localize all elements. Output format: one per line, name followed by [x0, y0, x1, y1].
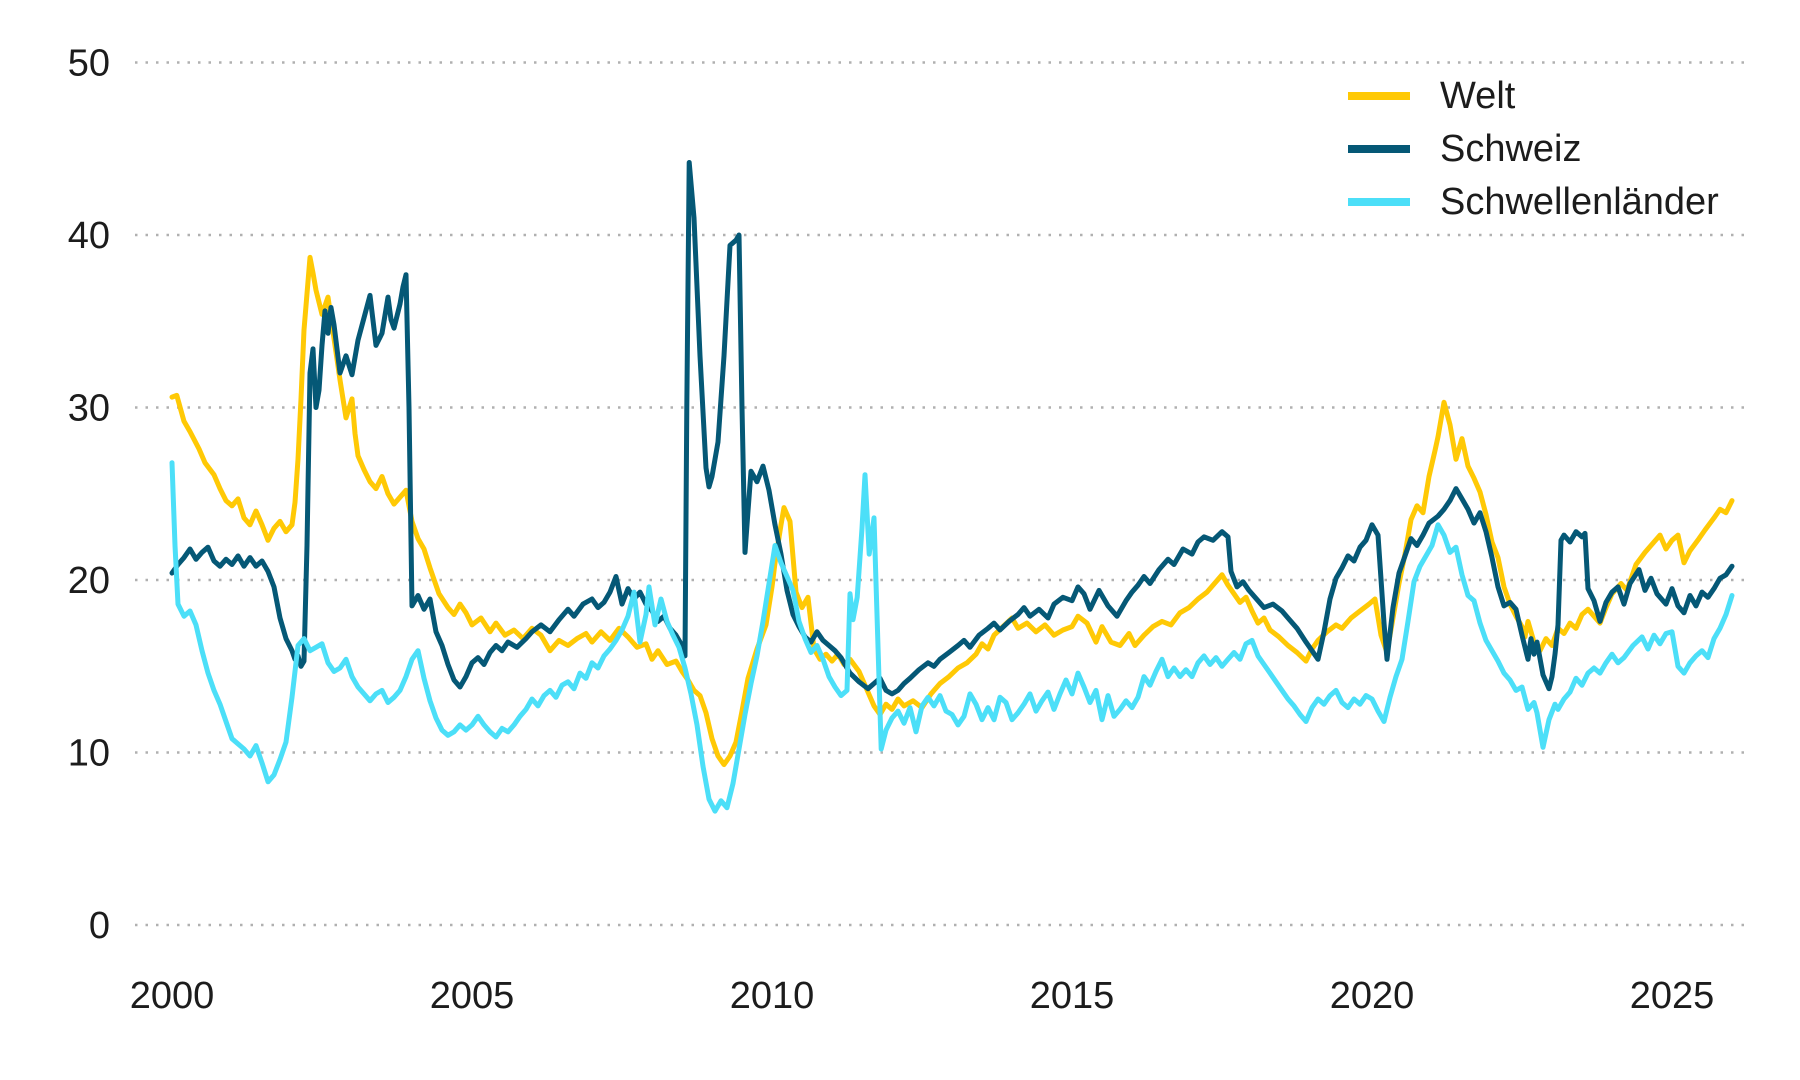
x-axis: 2000 2005 2010 2015 2020 2025	[130, 975, 1715, 1017]
legend-item-schweiz: Schweiz	[1348, 129, 1719, 169]
x-axis-tick-label: 2000	[130, 975, 215, 1017]
legend-label-schwellenlaender: Schwellenländer	[1440, 181, 1719, 223]
legend-swatch-welt	[1348, 92, 1410, 100]
y-axis-tick-label: 30	[68, 388, 110, 430]
series-line-schwellenländer	[169, 460, 1735, 814]
x-axis-tick-label: 2015	[1030, 975, 1115, 1017]
series-lines	[169, 160, 1735, 814]
y-axis-tick-label: 0	[89, 905, 110, 947]
y-axis-tick-label: 10	[68, 733, 110, 775]
x-axis-tick-label: 2025	[1630, 975, 1715, 1017]
x-axis-tick-label: 2010	[730, 975, 815, 1017]
y-axis: 0 10 20 30 40 50	[68, 43, 110, 948]
x-axis-tick-label: 2005	[430, 975, 515, 1017]
legend-swatch-schweiz	[1348, 145, 1410, 153]
series-line-schweiz	[169, 160, 1735, 697]
legend-label-schweiz: Schweiz	[1440, 128, 1582, 170]
legend-item-welt: Welt	[1348, 76, 1719, 116]
y-axis-tick-label: 40	[68, 215, 110, 257]
legend-swatch-schwellenlaender	[1348, 198, 1410, 206]
x-axis-tick-label: 2020	[1330, 975, 1415, 1017]
legend-label-welt: Welt	[1440, 75, 1516, 117]
legend: Welt Schweiz Schwellenländer	[1348, 76, 1719, 222]
y-axis-tick-label: 50	[68, 43, 110, 85]
legend-item-schwellenlaender: Schwellenländer	[1348, 182, 1719, 222]
y-axis-tick-label: 20	[68, 560, 110, 602]
